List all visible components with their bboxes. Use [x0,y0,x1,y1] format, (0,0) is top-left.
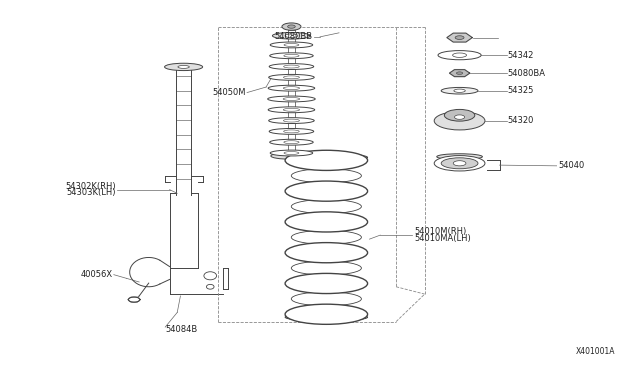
Text: 54010M(RH): 54010M(RH) [414,227,466,236]
Ellipse shape [285,34,298,38]
Polygon shape [447,33,472,42]
Text: 54080BB: 54080BB [275,32,312,41]
Ellipse shape [291,261,362,275]
Ellipse shape [455,36,464,39]
Ellipse shape [285,304,367,324]
Text: X401001A: X401001A [575,347,615,356]
Ellipse shape [269,128,314,134]
Ellipse shape [284,87,300,90]
Ellipse shape [452,53,467,57]
Ellipse shape [285,273,367,294]
Ellipse shape [285,181,367,201]
Text: 54040: 54040 [558,161,584,170]
Ellipse shape [269,53,313,59]
Text: 54302K(RH): 54302K(RH) [65,182,116,190]
Ellipse shape [271,153,312,159]
Ellipse shape [268,85,315,91]
Ellipse shape [269,118,314,124]
Ellipse shape [285,212,367,232]
Ellipse shape [284,130,300,133]
Text: 54303K(LH): 54303K(LH) [66,188,116,197]
Ellipse shape [269,64,314,70]
Ellipse shape [291,230,362,244]
Ellipse shape [207,284,214,289]
Ellipse shape [284,76,300,79]
Ellipse shape [285,243,367,263]
Ellipse shape [268,96,316,102]
Ellipse shape [441,158,478,169]
Text: 54010MA(LH): 54010MA(LH) [414,234,470,243]
Text: 54080BA: 54080BA [508,69,546,78]
Ellipse shape [164,63,203,71]
Ellipse shape [178,65,189,68]
Ellipse shape [268,107,315,113]
Ellipse shape [291,169,362,183]
Text: 40056X: 40056X [81,270,113,279]
Ellipse shape [441,87,478,94]
Ellipse shape [285,150,367,170]
Ellipse shape [284,44,299,46]
Ellipse shape [269,74,314,80]
Ellipse shape [438,51,481,60]
Ellipse shape [434,155,485,171]
Ellipse shape [129,297,140,302]
Ellipse shape [284,141,299,144]
Text: 54325: 54325 [508,86,534,95]
Ellipse shape [291,292,362,306]
Ellipse shape [456,72,463,74]
Ellipse shape [285,153,367,161]
Ellipse shape [284,119,300,122]
Ellipse shape [270,150,313,156]
Ellipse shape [283,97,300,100]
Ellipse shape [284,65,300,68]
Ellipse shape [436,154,483,160]
Ellipse shape [444,109,475,121]
Ellipse shape [273,32,310,39]
Ellipse shape [284,54,299,57]
Ellipse shape [284,151,299,154]
Ellipse shape [204,272,216,280]
Text: 54084B: 54084B [165,325,198,334]
Ellipse shape [285,313,367,321]
Ellipse shape [454,115,465,119]
Ellipse shape [282,23,301,30]
Ellipse shape [291,199,362,214]
Ellipse shape [453,161,466,166]
Ellipse shape [434,112,485,130]
Ellipse shape [454,89,465,92]
Ellipse shape [269,139,313,145]
Text: 54320: 54320 [508,116,534,125]
Polygon shape [449,70,470,77]
Ellipse shape [270,42,313,48]
Text: 54342: 54342 [508,51,534,60]
Ellipse shape [284,108,300,111]
Text: 54050M: 54050M [212,88,246,97]
Ellipse shape [287,25,295,28]
